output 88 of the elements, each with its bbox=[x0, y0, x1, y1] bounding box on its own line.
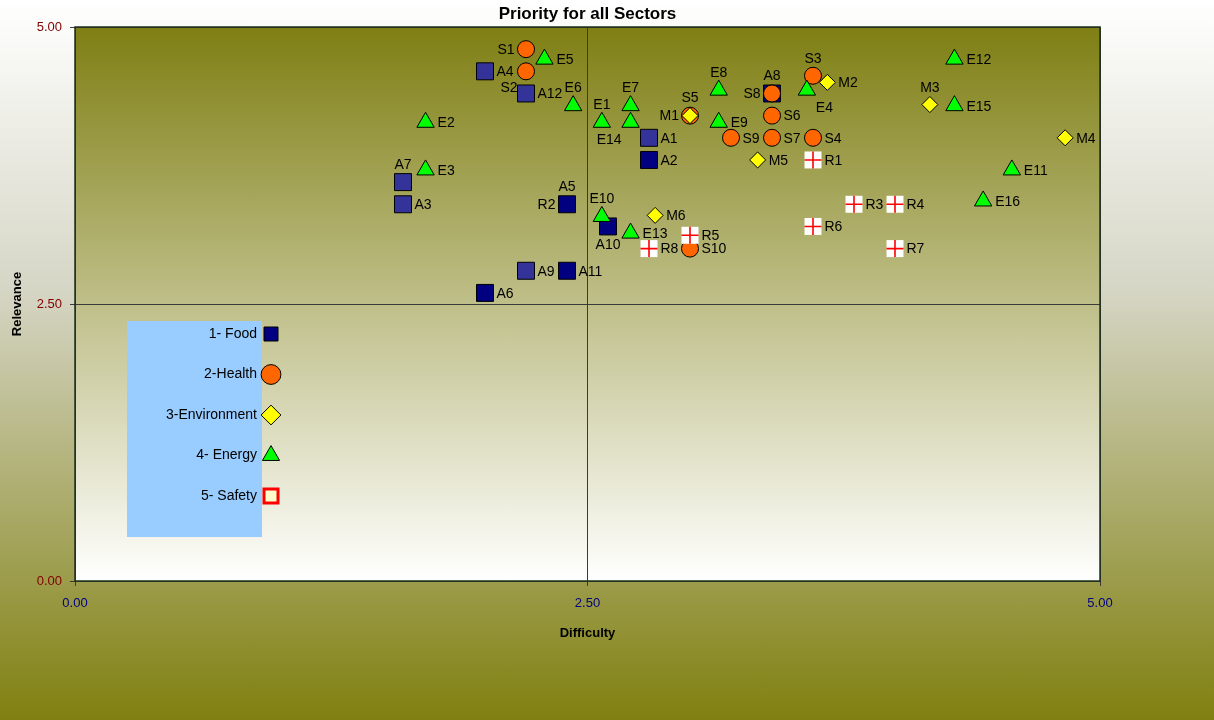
point bbox=[749, 151, 767, 169]
point bbox=[621, 95, 640, 112]
data-label: E12 bbox=[966, 50, 992, 67]
data-label: S2 bbox=[500, 79, 518, 96]
data-label: S9 bbox=[742, 129, 760, 146]
data-label: E11 bbox=[1023, 161, 1048, 178]
point bbox=[640, 128, 658, 147]
data-label: M6 bbox=[666, 207, 686, 224]
point bbox=[722, 128, 740, 147]
point bbox=[804, 66, 822, 85]
x-tick-label: 5.00 bbox=[1087, 595, 1113, 611]
data-label: E3 bbox=[437, 161, 455, 178]
data-label: R4 bbox=[906, 196, 925, 213]
chart-title: Priority for all Sectors bbox=[498, 3, 677, 23]
x-axis-title: Difficulty bbox=[559, 624, 617, 640]
legend-label: 3-Environment bbox=[165, 405, 258, 422]
data-label: A7 bbox=[394, 155, 412, 172]
data-label: E9 bbox=[730, 114, 749, 131]
data-label: A12 bbox=[537, 85, 563, 102]
data-label: A5 bbox=[558, 178, 576, 195]
point bbox=[394, 195, 412, 214]
point bbox=[640, 150, 658, 169]
data-label: S1 bbox=[497, 41, 515, 58]
legend-label: 2-Health bbox=[204, 365, 257, 382]
point bbox=[517, 40, 535, 59]
annotation: R2 bbox=[537, 196, 556, 213]
data-label: A9 bbox=[537, 262, 555, 279]
data-label: A10 bbox=[595, 236, 621, 253]
point bbox=[818, 73, 836, 91]
x-tick-label: 2.50 bbox=[574, 595, 601, 611]
point bbox=[1056, 129, 1074, 147]
data-label: A8 bbox=[763, 67, 781, 84]
data-label: E10 bbox=[589, 189, 615, 206]
data-label: E15 bbox=[966, 97, 992, 114]
data-label: A4 bbox=[496, 63, 514, 80]
data-label: R7 bbox=[906, 240, 925, 257]
data-label: M5 bbox=[768, 151, 789, 168]
data-label: A2 bbox=[660, 151, 678, 168]
point bbox=[945, 95, 964, 112]
data-label: M1 bbox=[659, 107, 680, 124]
point bbox=[558, 261, 576, 280]
data-label: R6 bbox=[824, 218, 843, 235]
y-tick-label: 0.00 bbox=[36, 572, 62, 588]
data-label: S8 bbox=[743, 85, 761, 102]
data-label: E5 bbox=[556, 50, 574, 67]
point bbox=[517, 84, 535, 103]
data-label: A1 bbox=[660, 129, 678, 146]
point bbox=[394, 173, 412, 192]
data-label: S4 bbox=[824, 129, 842, 146]
data-label: E2 bbox=[437, 114, 455, 131]
legend-label: 4- Energy bbox=[196, 446, 257, 463]
data-label: R1 bbox=[824, 151, 843, 168]
legend-label: 5- Safety bbox=[200, 486, 257, 503]
data-label: A6 bbox=[496, 284, 514, 301]
data-label: E8 bbox=[710, 63, 728, 80]
point bbox=[558, 195, 576, 214]
data-label: M2 bbox=[838, 74, 859, 91]
point bbox=[921, 96, 939, 114]
point bbox=[517, 261, 535, 280]
data-label: R3 bbox=[865, 196, 884, 213]
data-label: R8 bbox=[660, 240, 679, 257]
x-tick-label: 0.00 bbox=[62, 595, 88, 611]
point bbox=[476, 62, 494, 81]
data-label: S6 bbox=[783, 107, 801, 124]
point bbox=[763, 128, 781, 147]
y-tick-label: 2.50 bbox=[36, 295, 62, 311]
point bbox=[476, 283, 494, 302]
point bbox=[563, 95, 583, 112]
data-label: S7 bbox=[783, 129, 801, 146]
point bbox=[517, 62, 535, 81]
data-label: E6 bbox=[564, 79, 582, 96]
point bbox=[763, 106, 781, 125]
data-label: E16 bbox=[995, 192, 1021, 209]
point bbox=[804, 128, 822, 147]
y-tick-label: 5.00 bbox=[36, 18, 62, 34]
data-label: M4 bbox=[1076, 129, 1096, 146]
legend-label: 1- Food bbox=[208, 324, 257, 341]
data-label: E4 bbox=[815, 98, 834, 115]
data-label: E1 bbox=[593, 95, 611, 112]
data-label: S3 bbox=[804, 49, 822, 66]
y-axis-title: Relevance bbox=[9, 271, 25, 337]
data-label: S5 bbox=[681, 89, 699, 106]
data-label: E14 bbox=[596, 130, 622, 147]
data-label: E7 bbox=[621, 79, 640, 96]
point bbox=[646, 206, 664, 224]
data-label: M3 bbox=[920, 78, 940, 95]
data-label: E13 bbox=[642, 224, 668, 241]
data-label: A3 bbox=[414, 196, 432, 213]
